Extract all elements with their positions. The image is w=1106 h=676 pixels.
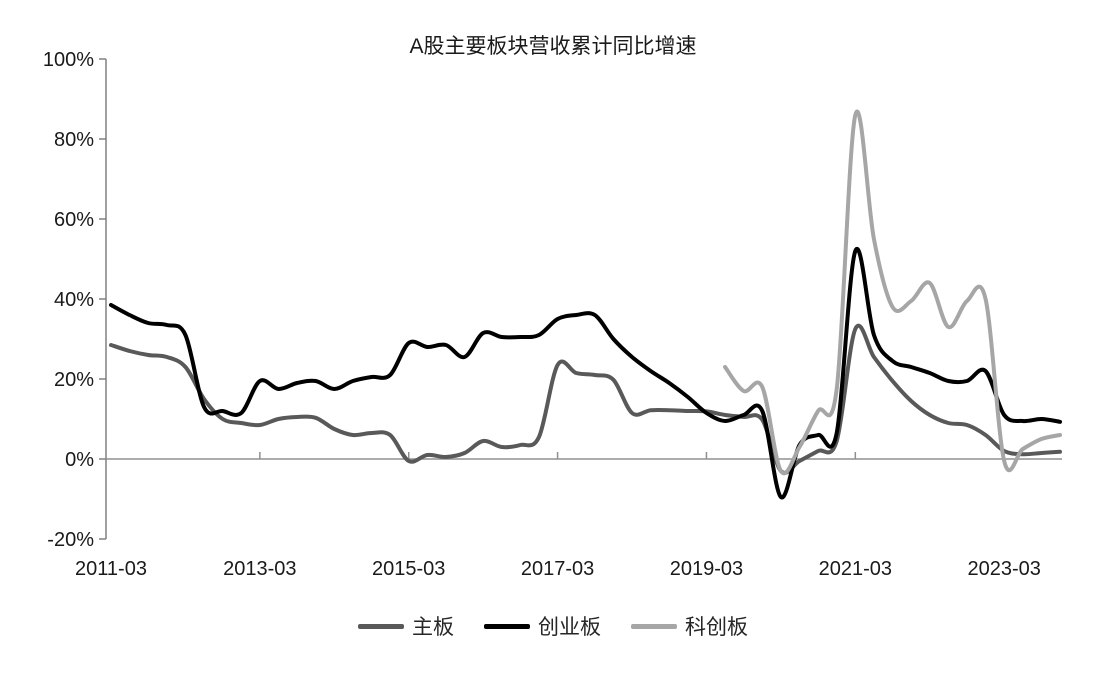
legend-label: 主板 [412,616,454,639]
chart-title: A股主要板块营收累计同比增速 [409,35,697,58]
x-axis-tick-label: 2015-03 [372,558,445,580]
legend-item-chinext: 创业板 [484,611,601,641]
x-axis-tick-label: 2021-03 [819,558,892,580]
y-axis-tick-label: 20% [54,369,94,391]
x-axis-tick-label: 2023-03 [967,558,1040,580]
y-axis-tick-label: -20% [47,529,94,551]
legend-line-swatch [631,623,677,629]
x-axis-tick-label: 2011-03 [75,558,147,580]
y-axis-tick-label: 100% [43,49,94,71]
y-axis-tick-label: 40% [54,289,94,311]
x-axis-tick-label: 2017-03 [521,558,594,580]
legend-label: 创业板 [538,616,601,639]
series-line-0 [109,323,1062,475]
y-axis-tick-label: 80% [54,129,94,151]
x-axis-tick-label: 2013-03 [223,558,296,580]
series-line-2 [723,109,1062,476]
legend-label: 科创板 [685,616,748,639]
series-line-1 [109,246,1062,500]
y-axis-tick-label: 0% [65,449,94,471]
legend-item-star-market: 科创板 [631,611,748,641]
y-axis-tick-label: 60% [54,209,94,231]
legend-item-main-board: 主板 [358,611,454,641]
chart-legend: 主板 创业板 科创板 [0,611,1106,641]
legend-line-swatch [484,623,530,629]
legend-line-swatch [358,623,404,629]
x-axis-tick-label: 2019-03 [670,558,743,580]
